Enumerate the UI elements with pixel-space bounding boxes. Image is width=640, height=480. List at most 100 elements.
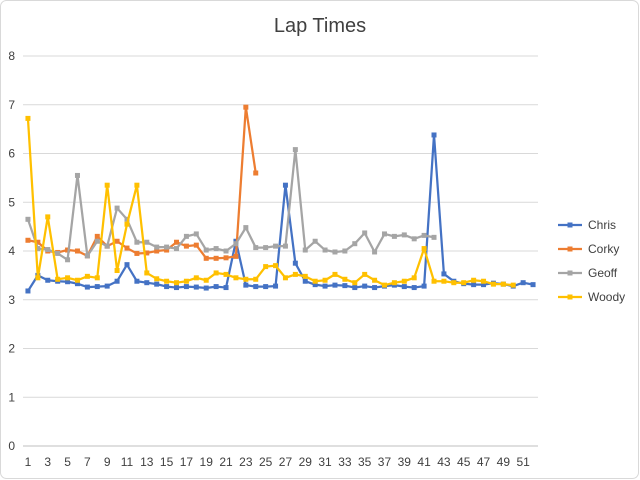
- data-point: [322, 283, 328, 289]
- x-tick-label: 1: [25, 455, 32, 469]
- data-point: [45, 214, 51, 220]
- data-point: [233, 253, 239, 259]
- y-tick-label: 1: [8, 390, 15, 404]
- data-point: [124, 221, 130, 227]
- data-point: [65, 279, 71, 285]
- legend-item: Corky: [558, 242, 619, 256]
- data-point: [213, 284, 219, 290]
- data-point: [94, 275, 100, 281]
- data-point: [481, 278, 487, 284]
- x-tick-label: 31: [318, 455, 332, 469]
- series-geoff: [25, 147, 437, 263]
- x-tick-label: 15: [160, 455, 174, 469]
- data-point: [183, 284, 189, 290]
- data-point: [114, 238, 120, 244]
- data-point: [25, 288, 31, 294]
- data-point: [124, 262, 130, 268]
- data-point: [193, 284, 199, 290]
- data-point: [490, 281, 496, 287]
- data-point: [352, 280, 358, 286]
- data-point: [65, 247, 71, 253]
- data-point: [391, 280, 397, 286]
- chart-title: Lap Times: [274, 15, 366, 37]
- data-point: [451, 280, 457, 286]
- legend-label: Chris: [588, 218, 616, 232]
- gridlines: [23, 55, 538, 447]
- data-point: [104, 243, 110, 249]
- data-point: [203, 255, 209, 261]
- data-point: [312, 282, 318, 288]
- data-point: [263, 284, 269, 290]
- data-point: [253, 245, 259, 251]
- data-point: [292, 271, 298, 277]
- data-point: [203, 285, 209, 291]
- data-point: [431, 132, 437, 138]
- data-point: [183, 278, 189, 284]
- data-point: [94, 284, 100, 290]
- x-tick-label: 29: [299, 455, 313, 469]
- data-point: [292, 260, 298, 266]
- data-point: [174, 280, 180, 286]
- x-axis-ticks: 1 3 5 7 9 11 13 15 17 19 21 23 25 27 29 31 33 35 37 39 41 43 4…: [25, 455, 531, 469]
- data-point: [114, 205, 120, 211]
- data-point: [520, 280, 526, 286]
- data-point: [164, 284, 170, 290]
- data-point: [35, 246, 41, 252]
- x-tick-label: 39: [398, 455, 412, 469]
- data-point: [471, 277, 477, 283]
- y-tick-label: 5: [8, 195, 15, 209]
- data-point: [223, 248, 229, 254]
- data-point: [411, 236, 417, 242]
- x-tick-label: 37: [378, 455, 392, 469]
- x-tick-label: 35: [358, 455, 372, 469]
- data-point: [441, 271, 447, 277]
- x-tick-label: 51: [516, 455, 530, 469]
- data-point: [312, 278, 318, 284]
- data-point: [273, 263, 279, 269]
- data-point: [243, 276, 249, 282]
- data-point: [372, 249, 378, 255]
- data-point: [154, 281, 160, 287]
- data-point: [312, 238, 318, 244]
- data-point: [352, 285, 358, 291]
- legend: Chris Corky Geoff Woody: [558, 218, 625, 304]
- data-point: [510, 282, 516, 288]
- data-point: [263, 264, 269, 270]
- data-point: [253, 276, 259, 282]
- data-point: [65, 275, 71, 281]
- data-point: [134, 250, 140, 256]
- data-point: [243, 282, 249, 288]
- data-point: [164, 247, 170, 253]
- data-point: [282, 182, 288, 188]
- x-tick-label: 41: [417, 455, 431, 469]
- series-line: [26, 118, 514, 287]
- data-point: [292, 147, 298, 153]
- x-tick-label: 3: [44, 455, 51, 469]
- data-point: [124, 245, 130, 251]
- x-tick-label: 21: [219, 455, 233, 469]
- data-point: [154, 244, 160, 250]
- y-axis-ticks: 0 1 2 3 4 5 6 7 8: [8, 49, 15, 453]
- x-tick-label: 49: [497, 455, 511, 469]
- data-point: [332, 271, 338, 277]
- legend-label: Corky: [588, 242, 619, 256]
- data-point: [233, 241, 239, 247]
- data-point: [431, 234, 437, 240]
- data-point: [481, 282, 487, 288]
- x-tick-label: 9: [104, 455, 111, 469]
- data-point: [421, 232, 427, 238]
- data-point: [74, 281, 80, 287]
- data-point: [174, 239, 180, 245]
- data-point: [273, 243, 279, 249]
- data-point: [372, 277, 378, 283]
- data-point: [431, 278, 437, 284]
- data-point: [342, 248, 348, 254]
- data-point: [342, 276, 348, 282]
- data-point: [243, 225, 249, 231]
- data-point: [302, 247, 308, 253]
- data-point: [134, 239, 140, 245]
- data-point: [74, 277, 80, 283]
- legend-marker: [567, 222, 573, 228]
